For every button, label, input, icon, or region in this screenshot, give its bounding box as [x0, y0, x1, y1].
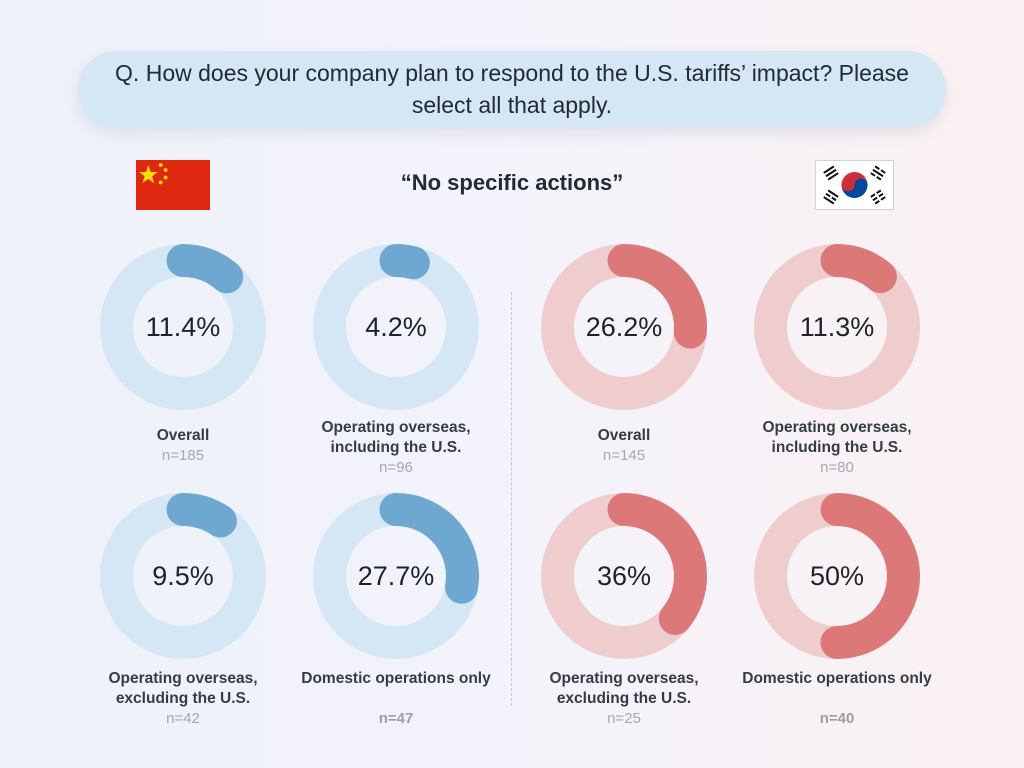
donut-arc	[100, 244, 266, 410]
donut-arc	[100, 493, 266, 659]
donut-value: 27.7%	[357, 560, 435, 591]
donut-label: Domestic operations only	[742, 670, 932, 687]
sample-size: n=47	[378, 710, 414, 727]
donut-arc	[541, 244, 707, 410]
sample-size: n=25	[607, 710, 641, 727]
donut-arc	[541, 493, 707, 659]
donut-korea-overall: 26.2%	[539, 242, 709, 412]
china-flag-icon	[136, 160, 210, 210]
donut-label: Operating overseas, excluding the U.S.	[108, 670, 258, 707]
donut-korea-overseas-excl-us: 36%	[539, 491, 709, 661]
donut-arc	[754, 244, 920, 410]
sample-size: n=96	[379, 459, 413, 476]
donut-china-domestic: 27.7%	[311, 491, 481, 661]
donut-label: Operating overseas, including the U.S.	[321, 419, 471, 456]
sample-size: n=185	[161, 447, 205, 464]
south-korea-flag-icon	[815, 160, 894, 210]
question-banner: Q. How does your company plan to respond…	[78, 51, 946, 127]
sample-size: n=145	[602, 447, 646, 464]
donut-value: 4.2%	[365, 311, 427, 342]
group-divider	[511, 292, 512, 706]
donut-china-overall: 11.4%	[98, 242, 268, 412]
donut-china-overseas-incl-us: 4.2%	[311, 242, 481, 412]
donut-value: 9.5%	[152, 560, 214, 591]
donut-value: 50%	[809, 560, 865, 591]
donut-value: 26.2%	[585, 311, 663, 342]
donut-label: Operating overseas, excluding the U.S.	[549, 670, 699, 707]
sample-size: n=42	[166, 710, 200, 727]
donut-korea-overseas-incl-us: 11.3%	[752, 242, 922, 412]
donut-arc	[313, 493, 479, 659]
donut-arc	[313, 244, 479, 410]
subtitle: “No specific actions”	[400, 170, 624, 195]
sample-size: n=40	[819, 710, 855, 727]
donut-label: Overall	[156, 427, 210, 444]
donut-arc	[754, 493, 920, 659]
donut-value: 11.3%	[799, 311, 875, 342]
donut-korea-domestic: 50%	[752, 491, 922, 661]
sample-size: n=80	[820, 459, 854, 476]
donut-label: Operating overseas, including the U.S.	[762, 419, 912, 456]
donut-value: 36%	[596, 560, 652, 591]
donut-china-overseas-excl-us: 9.5%	[98, 491, 268, 661]
donut-label: Domestic operations only	[301, 670, 491, 687]
donut-label: Overall	[597, 427, 651, 444]
donut-value: 11.4%	[145, 311, 221, 342]
